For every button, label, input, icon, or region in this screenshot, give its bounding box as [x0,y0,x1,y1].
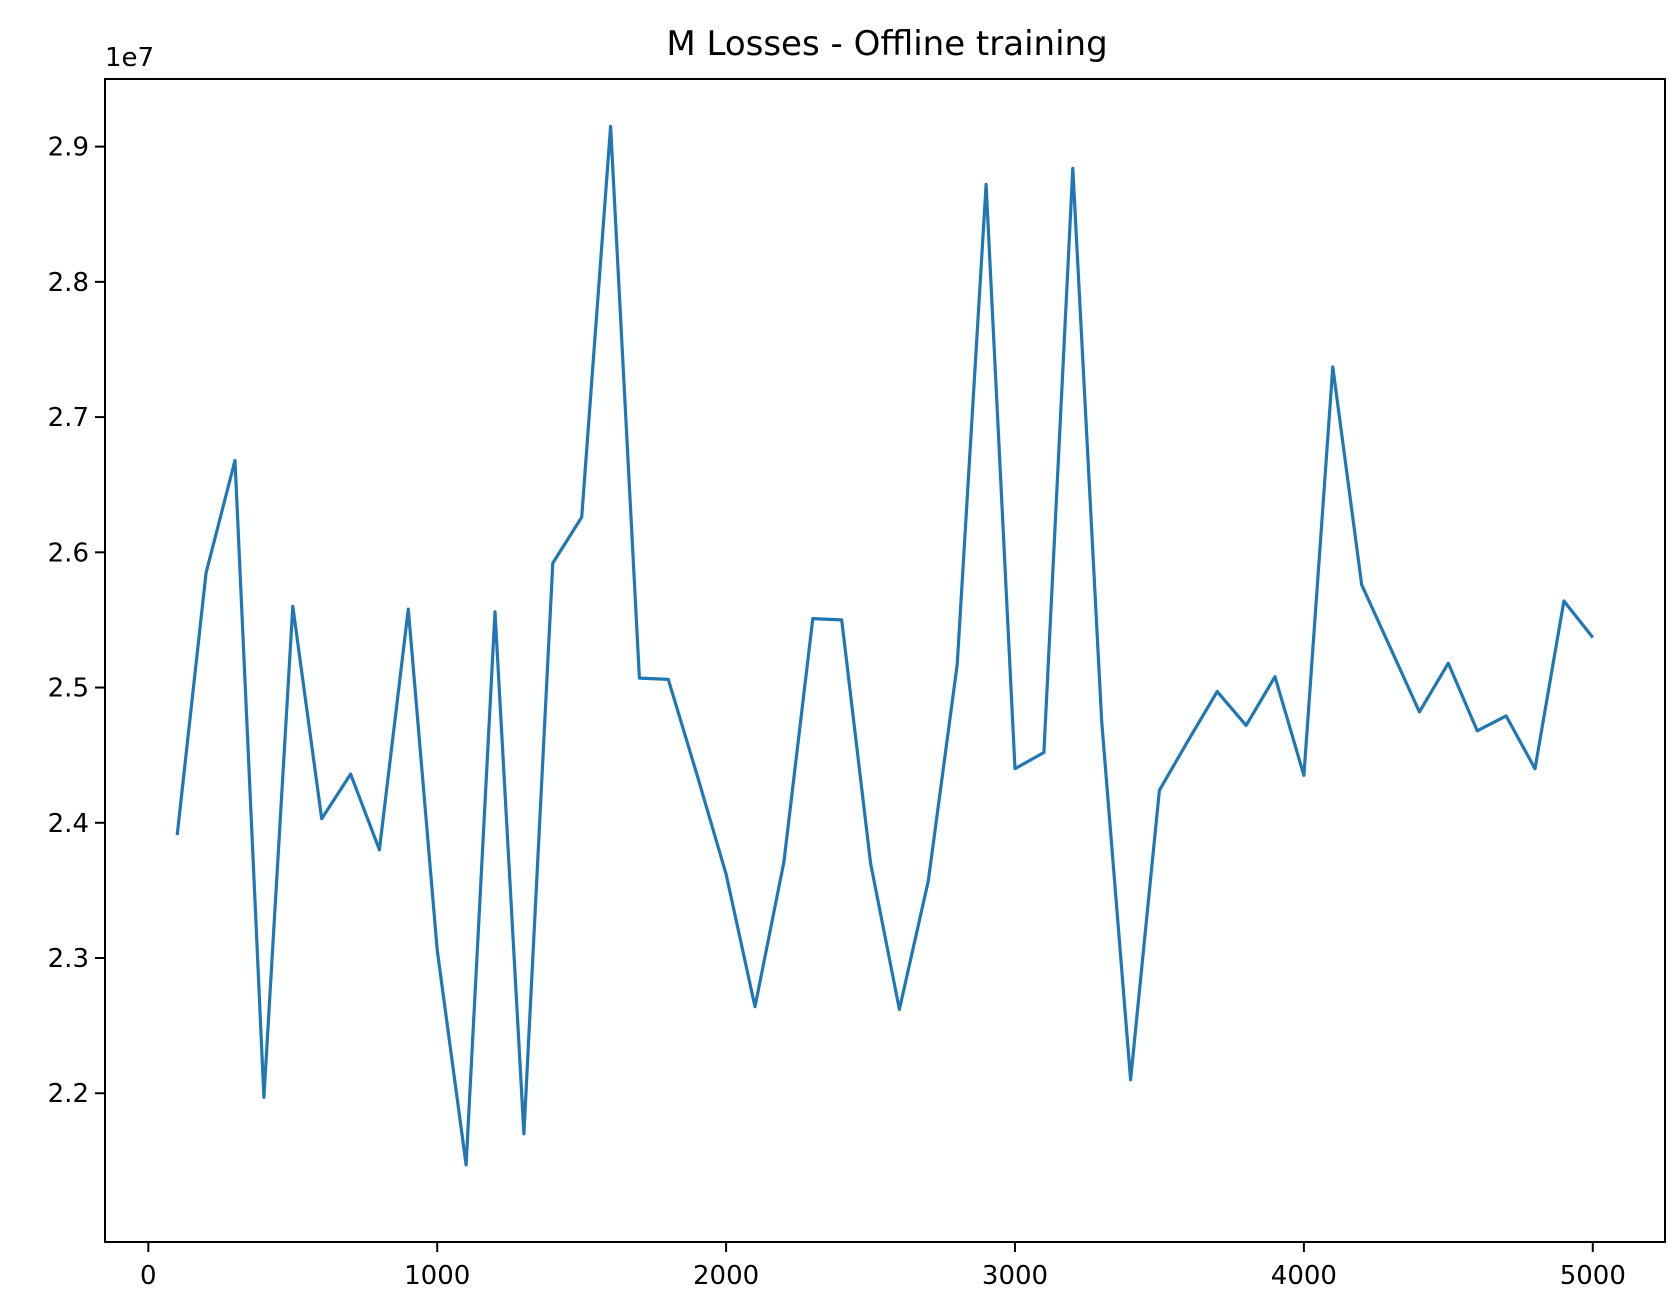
y-tick-label: 2.8 [48,268,89,298]
y-tick-label: 2.7 [48,403,89,433]
chart-title: M Losses - Offline training [666,24,1107,64]
y-axis-offset-label: 1e7 [105,43,154,73]
y-axis-ticks: 2.2 2.3 2.4 2.5 2.6 2.7 2.8 2.9 [48,133,105,1109]
y-tick-label: 2.9 [48,133,89,163]
y-tick-label: 2.4 [48,809,89,839]
series-line [175,124,1595,1167]
y-tick-label: 2.2 [48,1079,89,1109]
x-axis-ticks: 0 1000 2000 3000 4000 5000 [140,1242,1626,1291]
x-tick-label: 3000 [982,1261,1048,1291]
y-tick-label: 2.6 [48,538,89,568]
x-tick-label: 0 [140,1261,157,1291]
x-tick-label: 1000 [404,1261,470,1291]
y-tick-label: 2.3 [48,944,89,974]
y-tick-label: 2.5 [48,674,89,704]
plot-area-frame [104,78,1666,1243]
series-group [175,124,1595,1167]
x-tick-label: 5000 [1560,1261,1626,1291]
x-tick-label: 2000 [693,1261,759,1291]
x-tick-label: 4000 [1271,1261,1337,1291]
